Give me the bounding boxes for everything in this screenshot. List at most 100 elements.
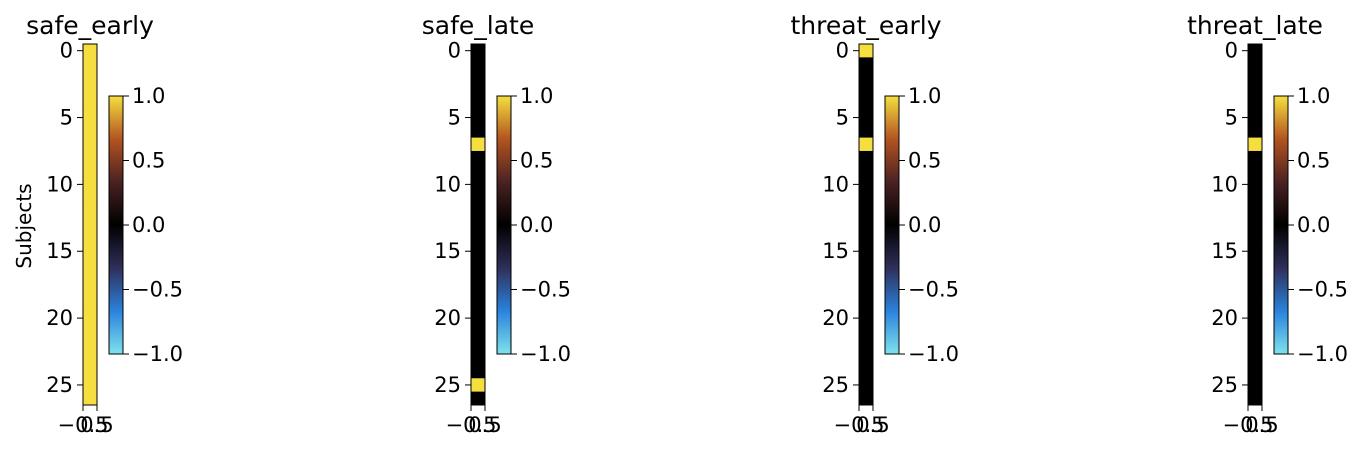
y-axis-label: Subjects [12,183,36,268]
colorbar-tick-label: 1.0 [520,84,553,108]
heatmap-cell [83,364,97,379]
x-tick-label: −0.5 [58,413,109,437]
heatmap-cell [859,44,873,58]
colorbar-tick-label: −0.5 [520,278,571,302]
heatmap-cell [471,364,485,379]
heatmap-cell [83,164,97,179]
heatmap-cell [471,164,485,179]
x-tick-label: −0.5 [834,413,885,437]
y-tick-label: 15 [822,239,849,263]
y-tick-label: 10 [434,172,461,196]
heatmap-cell [83,217,97,232]
heatmap-cell [83,311,97,326]
heatmap-cell [859,298,873,312]
heatmap-cell [859,164,873,179]
heatmap-cell [1248,271,1262,286]
heatmap-cell [83,391,97,406]
colorbar-tick-label: 0.5 [520,149,553,173]
heatmap-cell [471,231,485,245]
heatmap-cell [1248,257,1262,272]
heatmap-cell [1248,391,1262,406]
heatmap-cell [1248,231,1262,245]
heatmap-cell [1248,338,1262,352]
heatmap-cell [859,150,873,165]
panel-threat-late: threat_late0510152025−0.50.51.00.50.0−0.… [1187,11,1348,437]
heatmap-cell [83,177,97,192]
heatmap-cell [471,44,485,58]
heatmap-cell [471,84,485,98]
heatmap-cell [1248,244,1262,259]
heatmap-cell [83,110,97,125]
heatmap-cell [1248,284,1262,299]
colorbar-tick-label: −0.5 [1297,278,1348,302]
heatmap-cell [859,191,873,205]
heatmap-cell [859,364,873,379]
heatmap-cell [1248,311,1262,326]
colorbar-tick-label: −1.0 [908,342,959,366]
heatmap-cell [859,204,873,219]
heatmap-cell [83,124,97,138]
y-tick-label: 25 [46,373,73,397]
colorbar-tick-label: 0.0 [1297,213,1330,237]
heatmap-cell [1248,44,1262,58]
y-tick-label: 15 [1211,239,1238,263]
heatmap-cell [83,150,97,165]
panel-title: threat_late [1187,11,1323,40]
heatmap-cell [859,177,873,192]
x-tick-label: 0.5 [1245,413,1278,437]
heatmap-cell [859,271,873,286]
panel-threat-early: threat_early0510152025−0.50.51.00.50.0−0… [790,11,959,437]
panel-title: safe_early [26,11,154,40]
heatmap-cell [1248,177,1262,192]
heatmap-cell [471,217,485,232]
y-tick-label: 20 [1211,306,1238,330]
heatmap-cell [83,97,97,112]
y-tick-label: 15 [434,239,461,263]
heatmap-cell [1248,191,1262,205]
colorbar-tick-label: 0.5 [1297,149,1330,173]
x-tick-label: 0.5 [468,413,501,437]
heatmap-cell [471,391,485,406]
colorbar-tick-label: −0.5 [908,278,959,302]
y-tick-label: 0 [836,39,849,63]
heatmap-cell [471,271,485,286]
y-tick-label: 20 [822,306,849,330]
heatmap-cell [471,70,485,85]
y-tick-label: 5 [836,106,849,130]
y-tick-label: 5 [448,106,461,130]
heatmap-cell [83,284,97,299]
heatmap-cell [471,298,485,312]
colorbar [108,95,124,355]
heatmap-cell [859,378,873,393]
heatmap-cell [83,84,97,98]
heatmap-cell [859,231,873,245]
y-tick-label: 25 [434,373,461,397]
panel-safe-late: safe_late0510152025−0.50.51.00.50.0−0.5−… [422,11,571,437]
y-tick-label: 25 [1211,373,1238,397]
heatmap-cell [471,244,485,259]
heatmap-cell [859,257,873,272]
heatmap-cell [1248,364,1262,379]
heatmap-cell [83,257,97,272]
heatmap-cell [83,324,97,339]
y-tick-label: 10 [822,172,849,196]
heatmap-cell [1248,57,1262,72]
panel-title: threat_early [790,11,941,40]
heatmap-cell [1248,124,1262,138]
heatmap-cell [83,137,97,152]
heatmap-cell [859,244,873,259]
heatmap-cell [1248,150,1262,165]
colorbar [1273,95,1289,355]
heatmap-cell [1248,204,1262,219]
heatmap-cell [83,70,97,85]
heatmap-cell [1248,217,1262,232]
heatmap-cell [471,257,485,272]
heatmap-cell [859,324,873,339]
heatmap-cell [471,378,485,393]
heatmap-cell [83,204,97,219]
colorbar-tick-label: −1.0 [132,342,183,366]
heatmap-cell [859,137,873,152]
heatmap-cell [471,150,485,165]
x-tick-label: −0.5 [1223,413,1274,437]
